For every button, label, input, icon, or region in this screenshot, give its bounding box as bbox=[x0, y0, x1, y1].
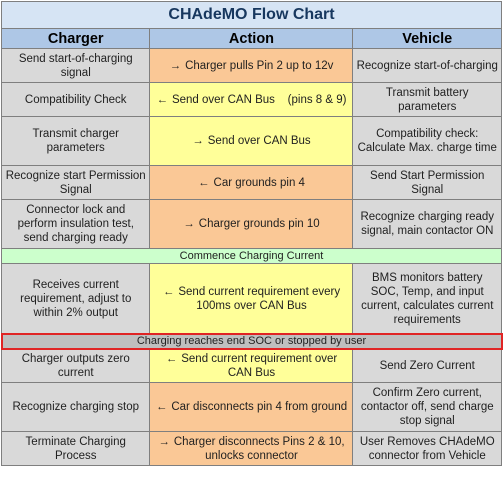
arrow-right-icon: → bbox=[192, 135, 204, 147]
commence-charging-band: Commence Charging Current bbox=[1, 248, 502, 264]
charger-step: Connector lock and perform insulation te… bbox=[0, 199, 151, 249]
vehicle-step: Confirm Zero current, contactor off, sen… bbox=[352, 382, 502, 432]
vehicle-step: Send Start Permission Signal bbox=[352, 165, 502, 200]
arrow-right-icon: → bbox=[158, 435, 170, 448]
chart-title: CHAdeMO Flow Chart bbox=[1, 1, 502, 29]
flow-row: Compatibility Check ← Send over CAN Bus (… bbox=[0, 82, 502, 117]
charger-step: Recognize charging stop bbox=[0, 382, 151, 432]
band-row: Commence Charging Current bbox=[1, 248, 502, 264]
action-text: Send over CAN Bus bbox=[207, 135, 311, 147]
charger-step: Transmit charger parameters bbox=[0, 116, 151, 166]
charger-step: Receives current requirement, adjust to … bbox=[0, 263, 151, 334]
vehicle-step: Transmit battery parameters bbox=[352, 82, 502, 117]
vehicle-step: BMS monitors battery SOC, Temp, and inpu… bbox=[352, 263, 502, 334]
action-step: → Charger disconnects Pins 2 & 10, unlock… bbox=[149, 431, 354, 466]
flow-row: Recognize start Permission Signal ← Car g… bbox=[0, 165, 502, 200]
arrow-left-icon: ← bbox=[198, 176, 210, 189]
flow-row: Send start-of-charging signal → Charger p… bbox=[0, 48, 502, 83]
arrow-left-icon: ← bbox=[156, 93, 168, 106]
charger-step: Compatibility Check bbox=[0, 82, 151, 117]
arrow-left-icon: ← bbox=[165, 352, 178, 365]
action-text: Send current requirement every 100ms ove… bbox=[178, 285, 341, 312]
action-text: Charger pulls Pin 2 up to 12v bbox=[185, 59, 334, 72]
flow-row: Connector lock and perform insulation te… bbox=[0, 199, 502, 249]
charger-step: Recognize start Permission Signal bbox=[0, 165, 151, 200]
action-step: → Charger pulls Pin 2 up to 12v bbox=[149, 48, 354, 83]
vehicle-step: Recognize start-of-charging bbox=[352, 48, 502, 83]
chademo-flow-chart: CHAdeMO Flow Chart Charger Action Vehicl… bbox=[0, 1, 503, 466]
arrow-right-icon: → bbox=[183, 218, 195, 230]
header-charger: Charger bbox=[0, 28, 151, 49]
flow-row: Terminate Charging Process → Charger disc… bbox=[0, 431, 502, 466]
action-text: Car disconnects pin 4 from ground bbox=[171, 401, 348, 413]
action-text: Charger disconnects Pins 2 & 10, unlocks… bbox=[173, 435, 345, 462]
charger-step: Send start-of-charging signal bbox=[0, 48, 151, 83]
vehicle-step: User Removes CHAdeMO connector from Vehi… bbox=[352, 431, 502, 466]
title-row: CHAdeMO Flow Chart bbox=[1, 1, 502, 29]
action-step: ← Car grounds pin 4 bbox=[149, 165, 354, 200]
action-step: ← Send current requirement every 100ms ov… bbox=[149, 263, 354, 334]
action-text: Send over CAN Bus (pins 8 & 9) bbox=[171, 93, 347, 106]
charger-step: Charger outputs zero current bbox=[0, 348, 151, 383]
action-text: Car grounds pin 4 bbox=[213, 176, 305, 189]
flow-table: CHAdeMO Flow Chart Charger Action Vehicl… bbox=[0, 1, 503, 466]
band-row: Charging reaches end SOC or stopped by u… bbox=[0, 332, 503, 350]
flow-row: Receives current requirement, adjust to … bbox=[0, 263, 502, 334]
action-step: ← Send over CAN Bus (pins 8 & 9) bbox=[149, 82, 354, 117]
header-vehicle: Vehicle bbox=[352, 28, 502, 49]
end-charging-band: Charging reaches end SOC or stopped by u… bbox=[0, 332, 503, 350]
flow-row: Transmit charger parameters → Send over C… bbox=[0, 116, 502, 166]
vehicle-step: Send Zero Current bbox=[352, 348, 502, 383]
arrow-left-icon: ← bbox=[155, 401, 168, 413]
vehicle-step: Recognize charging ready signal, main co… bbox=[352, 199, 502, 249]
arrow-right-icon: → bbox=[169, 59, 182, 72]
flow-row: Charger outputs zero current ← Send curre… bbox=[0, 348, 502, 383]
action-text: Send current requirement over CAN Bus bbox=[181, 352, 338, 379]
flow-row: Recognize charging stop ← Car disconnects… bbox=[0, 382, 502, 432]
action-text: Charger grounds pin 10 bbox=[198, 218, 320, 230]
action-step: ← Send current requirement over CAN Bus bbox=[149, 348, 354, 383]
action-step: ← Car disconnects pin 4 from ground bbox=[149, 382, 354, 432]
charger-step: Terminate Charging Process bbox=[0, 431, 151, 466]
arrow-left-icon: ← bbox=[162, 285, 175, 298]
header-row: Charger Action Vehicle bbox=[0, 28, 502, 49]
vehicle-step: Compatibility check: Calculate Max. char… bbox=[352, 116, 502, 166]
action-step: → Send over CAN Bus bbox=[149, 116, 354, 166]
header-action: Action bbox=[149, 28, 354, 49]
action-step: → Charger grounds pin 10 bbox=[149, 199, 354, 249]
